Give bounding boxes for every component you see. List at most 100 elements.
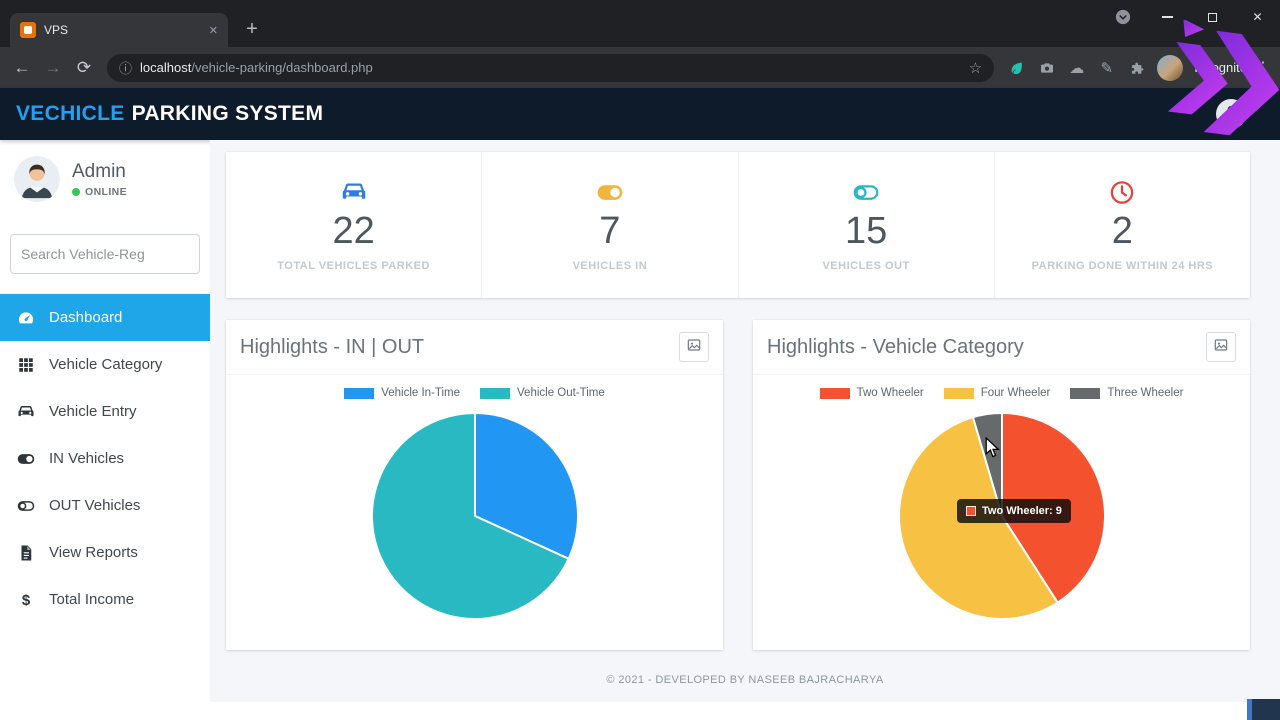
pie-slice-vehicle-out-time[interactable] — [370, 412, 570, 620]
pie-slice-three-wheeler[interactable] — [971, 412, 1003, 517]
clock-icon — [1106, 179, 1138, 207]
legend-label: Three Wheeler — [1107, 387, 1184, 399]
legend-item-vehicle-out-time[interactable]: Vehicle Out-Time — [480, 387, 605, 399]
tooltip-text: Two Wheeler: 9 — [982, 505, 1062, 517]
car-icon — [338, 179, 370, 207]
tooltip-swatch-icon — [966, 506, 976, 516]
grid-icon — [16, 356, 36, 374]
new-tab-button[interactable]: + — [246, 18, 258, 40]
stat-parking-done-within-24-hrs: 2 PARKING DONE WITHIN 24 HRS — [995, 152, 1250, 298]
user-profile: Admin ONLINE — [0, 140, 210, 210]
car-icon — [16, 403, 36, 421]
legend-item-two-wheeler[interactable]: Two Wheeler — [819, 387, 924, 399]
legend-item-four-wheeler[interactable]: Four Wheeler — [943, 387, 1051, 399]
image-icon — [1213, 337, 1229, 358]
site-info-icon[interactable]: ⓘ — [119, 61, 133, 76]
incognito-label: Incognito — [1194, 60, 1247, 75]
window-controls: ✕ — [1100, 0, 1280, 34]
browser-tab[interactable]: VPS ✕ — [10, 13, 228, 47]
screen-corner-artifact — [1247, 699, 1280, 720]
chart-card-in-out: Highlights - IN | OUT Vehicle In-Time Veh… — [226, 320, 723, 650]
stat-total-vehicles-parked: 22 TOTAL VEHICLES PARKED — [226, 152, 483, 298]
extension-pen-icon[interactable]: ✎ — [1100, 59, 1114, 77]
profile-avatar[interactable] — [1157, 54, 1184, 81]
window-close-button[interactable]: ✕ — [1252, 10, 1263, 24]
pie-chart-in-out[interactable] — [368, 409, 582, 623]
sidebar-item-view-reports[interactable]: View Reports — [0, 529, 210, 576]
chart-title: Highlights - IN | OUT — [240, 335, 425, 358]
brand-primary: VECHICLE — [16, 102, 125, 125]
legend-item-three-wheeler[interactable]: Three Wheeler — [1070, 387, 1183, 399]
svg-text:$: $ — [22, 591, 31, 608]
legend-swatch-icon — [1070, 387, 1101, 399]
extensions-puzzle-icon[interactable] — [1123, 54, 1150, 81]
stat-label: VEHICLES IN — [572, 259, 648, 272]
image-icon — [686, 337, 702, 358]
browser-tab-bar: VPS ✕ + ✕ — [0, 0, 1280, 47]
legend-swatch-icon — [943, 387, 974, 399]
sidebar-item-vehicle-entry[interactable]: Vehicle Entry — [0, 388, 210, 435]
stat-label: VEHICLES OUT — [822, 259, 910, 272]
legend-swatch-icon — [344, 387, 375, 399]
extension-cloud-icon[interactable]: ☁ — [1069, 59, 1085, 77]
search-input[interactable] — [10, 234, 200, 274]
chart-card-vehicle-category: Highlights - Vehicle Category Two Wheele… — [753, 320, 1250, 650]
brand-secondary: PARKING SYSTEM — [131, 102, 324, 125]
sidebar-item-label: Vehicle Entry — [49, 403, 137, 420]
stat-value: 15 — [844, 209, 888, 252]
window-maximize-button[interactable] — [1190, 0, 1235, 34]
tab-close-icon[interactable]: ✕ — [208, 24, 218, 37]
app-header: VECHICLE PARKING SYSTEM — [0, 88, 1280, 140]
stat-label: PARKING DONE WITHIN 24 HRS — [1031, 259, 1214, 272]
charts-row: Highlights - IN | OUT Vehicle In-Time Veh… — [226, 320, 1250, 650]
tab-favicon-icon — [20, 22, 36, 38]
legend-swatch-icon — [819, 387, 850, 399]
extension-camera-icon[interactable] — [1033, 54, 1060, 81]
forward-button[interactable]: → — [44, 57, 62, 77]
back-button[interactable]: ← — [13, 57, 31, 77]
user-icon — [1222, 103, 1240, 126]
maximize-icon — [1208, 12, 1217, 22]
refresh-button[interactable]: ⟳ — [76, 57, 92, 77]
sidebar-item-total-income[interactable]: $ Total Income — [0, 576, 210, 623]
stat-vehicles-in: 7 VEHICLES IN — [482, 152, 739, 298]
extension-leaf-icon[interactable] — [1003, 54, 1030, 81]
sidebar: Admin ONLINE Dashboard Vehicle Category Ve… — [0, 140, 210, 720]
stat-value: 22 — [332, 209, 375, 252]
mouse-cursor-icon — [985, 437, 1000, 458]
sidebar-item-in-vehicles[interactable]: IN Vehicles — [0, 435, 210, 482]
toggle-on-icon — [16, 450, 36, 468]
legend-item-vehicle-in-time[interactable]: Vehicle In-Time — [344, 387, 460, 399]
sidebar-item-label: Dashboard — [49, 309, 123, 326]
online-status-icon — [72, 187, 80, 196]
legend-label: Two Wheeler — [856, 387, 924, 399]
browser-menu-icon[interactable]: ⋮ — [1255, 59, 1271, 77]
sidebar-item-out-vehicles[interactable]: OUT Vehicles — [0, 482, 210, 529]
brand[interactable]: VECHICLE PARKING SYSTEM — [16, 102, 323, 126]
legend-label: Vehicle In-Time — [381, 387, 461, 399]
chart-title: Highlights - Vehicle Category — [767, 335, 1024, 358]
tachometer-icon — [16, 309, 36, 327]
user-menu-button[interactable] — [1216, 99, 1246, 129]
chart-legend: Vehicle In-Time Vehicle Out-Time — [226, 387, 723, 399]
card-tool-image-button[interactable] — [1206, 332, 1236, 362]
main-content: 22 TOTAL VEHICLES PARKED 7 VEHICLES IN 15 VEH… — [210, 140, 1280, 720]
chart-tooltip: Two Wheeler: 9 — [957, 499, 1071, 523]
stat-value: 2 — [1111, 209, 1133, 252]
sidebar-item-label: View Reports — [49, 544, 138, 561]
pie-slice-vehicle-in-time[interactable] — [473, 412, 579, 560]
bookmark-star-icon[interactable]: ☆ — [968, 59, 983, 77]
sidebar-item-label: OUT Vehicles — [49, 497, 141, 514]
toggle-on-icon — [594, 179, 626, 207]
legend-label: Four Wheeler — [980, 387, 1051, 399]
user-status: ONLINE — [85, 185, 128, 198]
tab-search-icon[interactable] — [1100, 0, 1145, 34]
sidebar-item-dashboard[interactable]: Dashboard — [0, 294, 210, 341]
card-tool-image-button[interactable] — [679, 332, 709, 362]
dollar-icon: $ — [16, 591, 36, 609]
url-host: localhost — [140, 60, 192, 75]
sidebar-item-vehicle-category[interactable]: Vehicle Category — [0, 341, 210, 388]
window-minimize-button[interactable] — [1145, 0, 1190, 34]
address-bar[interactable]: ⓘ localhost/vehicle-parking/dashboard.ph… — [107, 53, 995, 82]
stats-card: 22 TOTAL VEHICLES PARKED 7 VEHICLES IN 15 VEH… — [226, 152, 1250, 298]
